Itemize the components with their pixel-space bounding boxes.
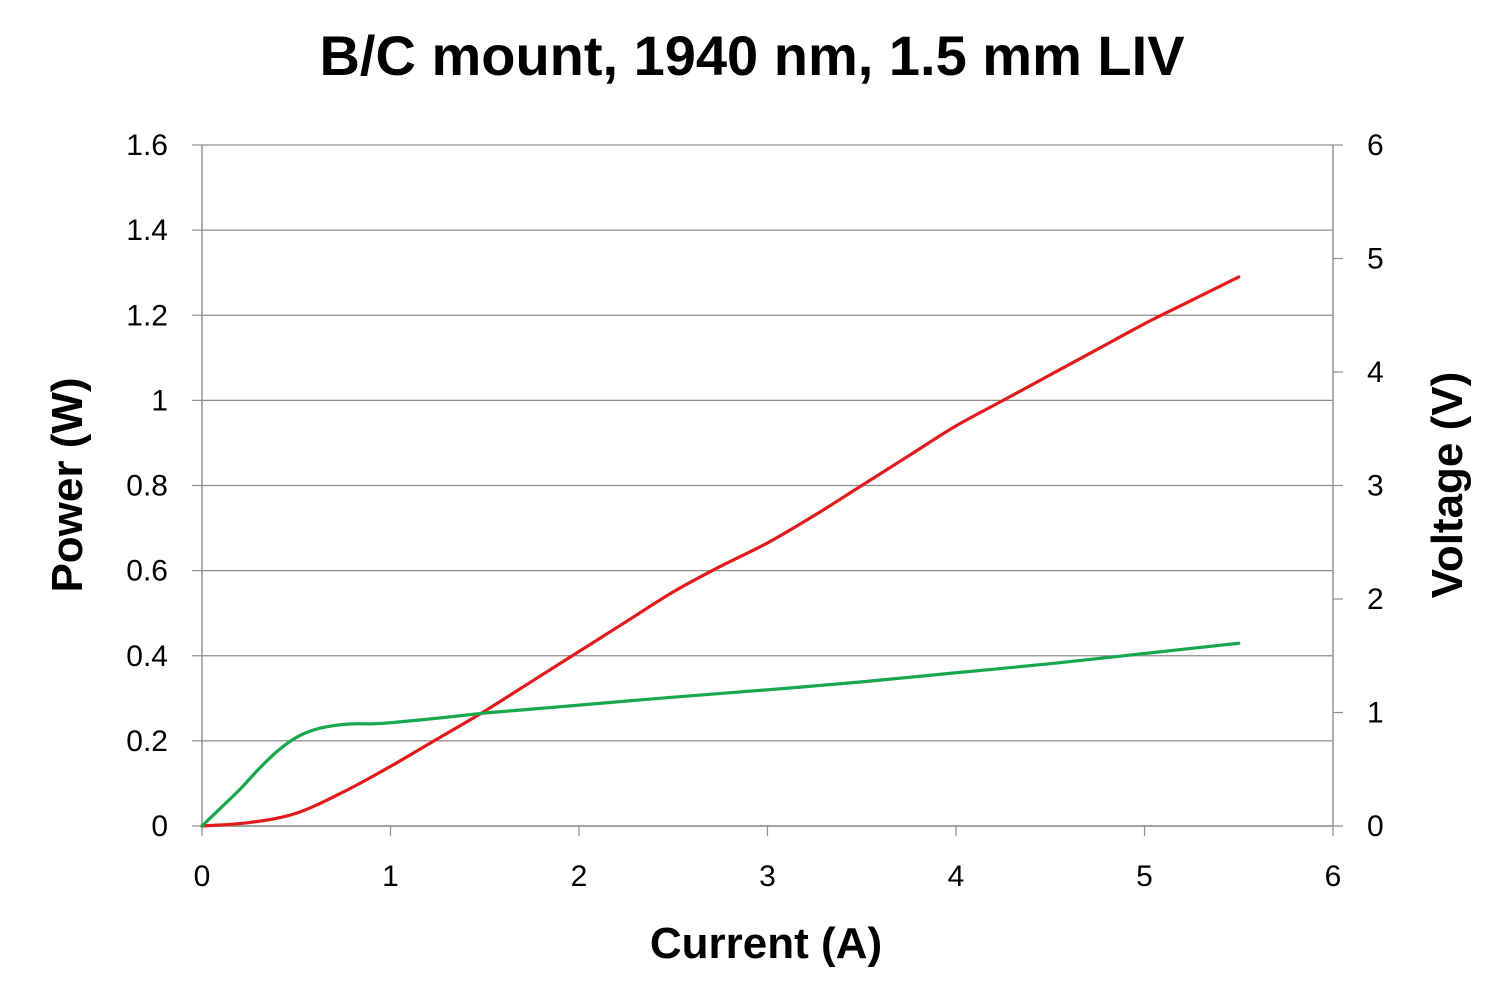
y-tick-label: 0.8 — [126, 470, 168, 503]
y2-tick-label: 0 — [1367, 810, 1384, 843]
x-tick-label: 4 — [948, 860, 965, 893]
y-tick-label: 0 — [151, 810, 168, 843]
series-line-voltage — [200, 641, 1241, 828]
y-tick-labels: 0 0.2 0.4 0.6 0.8 1 1.2 1.4 1.6 — [126, 129, 168, 843]
y-tick-label: 1 — [151, 384, 168, 417]
y2-tick-labels: 0 1 2 3 4 5 6 — [1367, 129, 1384, 843]
y-tick-label: 1.4 — [126, 214, 168, 247]
x-tick-label: 0 — [194, 860, 211, 893]
y2-tick-label: 6 — [1367, 129, 1384, 162]
y2-tick-label: 5 — [1367, 243, 1384, 276]
gridlines — [202, 144, 1333, 827]
x-tick-label: 5 — [1136, 860, 1153, 893]
x-tick-label: 3 — [759, 860, 776, 893]
y-tick-label: 0.2 — [126, 725, 168, 758]
y-tick-label: 1.6 — [126, 129, 168, 162]
y-axis-title: Power (W) — [43, 377, 92, 592]
y2-tick-label: 3 — [1367, 470, 1384, 503]
axes — [192, 144, 1343, 836]
x-tick-label: 6 — [1325, 860, 1342, 893]
y2-tick-label: 1 — [1367, 697, 1384, 730]
y-tick-label: 1.2 — [126, 299, 168, 332]
y2-tick-label: 2 — [1367, 583, 1384, 616]
y2-tick-label: 4 — [1367, 356, 1384, 389]
y-tick-label: 0.4 — [126, 640, 168, 673]
chart-title: B/C mount, 1940 nm, 1.5 mm LIV — [319, 24, 1184, 87]
y2-axis-title: Voltage (V) — [1423, 372, 1472, 599]
x-tick-label: 2 — [571, 860, 588, 893]
series-line-power — [200, 275, 1241, 828]
x-tick-label: 1 — [382, 860, 399, 893]
y-tick-label: 0.6 — [126, 555, 168, 588]
series-lines — [200, 275, 1241, 828]
x-axis-title: Current (A) — [650, 919, 882, 968]
x-tick-labels: 0 1 2 3 4 5 6 — [194, 860, 1342, 893]
